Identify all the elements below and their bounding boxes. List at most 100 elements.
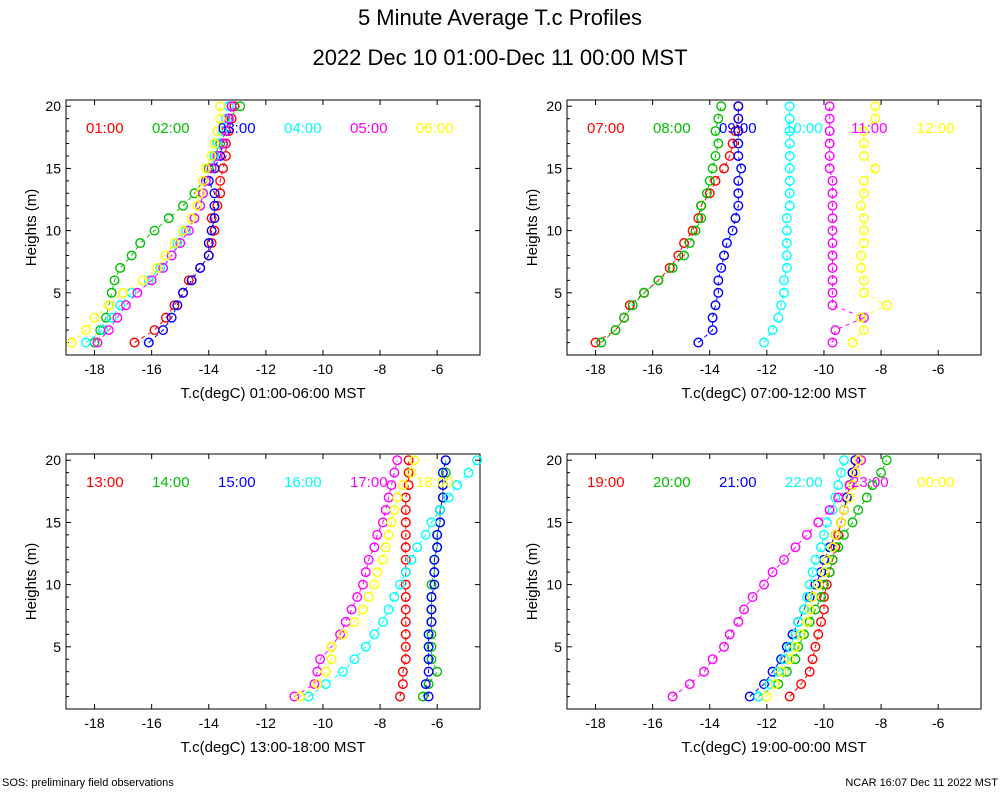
panel-2-series-1200-point <box>858 275 869 286</box>
panel-3-series-1800-point <box>409 455 420 466</box>
panel-3-series-1700-point <box>386 480 397 491</box>
panel-4-series-2200-point <box>810 554 821 565</box>
panel-4-series-2300-point <box>833 492 844 503</box>
panel-1-series-0100-point <box>160 312 171 323</box>
footer-timestamp: NCAR 16:07 Dec 11 2022 MST <box>845 777 998 789</box>
panel-4-series-2300-point <box>759 579 770 590</box>
panel-4-series-0000-point <box>847 480 858 491</box>
panel-3-series-1600-line <box>308 459 478 697</box>
panel-3-series-1400-point <box>440 467 451 478</box>
panel-2-series-0900-point <box>733 188 744 199</box>
panel-2-series-1000-point <box>784 113 795 124</box>
panel-4-series-0000-point <box>853 455 864 466</box>
panel-2-legend-0900: 09:00 <box>719 120 757 137</box>
panel-3-series-1300-point <box>400 492 411 503</box>
panel-1-series-0300-point <box>209 213 220 224</box>
panel-2-series-0700-point <box>719 163 730 174</box>
panel-3-series-1300-point <box>400 592 411 603</box>
panel-2-series-0800-point <box>713 113 724 124</box>
panel-4-y-tick-label: 15 <box>546 514 562 530</box>
panel-4-series-0000-point <box>770 679 781 690</box>
panel-1-series-0400-point <box>115 300 126 311</box>
panel-3-series-1800-point <box>389 504 400 515</box>
panel-2-series-0900-point <box>733 150 744 161</box>
panel-1-series-0200-point <box>135 238 146 249</box>
panel-2-series-1000-point <box>784 200 795 211</box>
panel-1-frame <box>65 99 481 356</box>
panel-3-series-1600-point <box>412 542 423 553</box>
panel-1-series-0500-point <box>212 150 223 161</box>
panel-3-series-1600-point <box>349 654 360 665</box>
panel-1-series-0400-point <box>209 150 220 161</box>
panel-3-series-1700-point <box>309 679 320 690</box>
panel-1-series-0600-point <box>169 238 180 249</box>
panel-3-series-1300-point <box>400 542 411 553</box>
panel-4-series-0000-point <box>801 616 812 627</box>
panel-3-series-1500-point <box>426 604 437 615</box>
panel-1-series-0500-point <box>120 300 131 311</box>
panel-2-series-0900-point <box>733 126 744 137</box>
panel-4-series-2200-point <box>773 666 784 677</box>
panel-4-series-0000-point <box>850 467 861 478</box>
panel-2-y-tick-label: 5 <box>554 285 562 301</box>
panel-1-series-0400-line <box>85 106 230 343</box>
panel-2-series-1100-point <box>827 238 838 249</box>
panel-2-series-1200-point <box>858 287 869 298</box>
panel-3-series-1700-point <box>340 616 351 627</box>
panel-2-frame <box>566 99 982 356</box>
panel-3-frame <box>65 453 481 710</box>
panel-2-legend-0800: 08:00 <box>653 120 691 137</box>
panel-1-y-axis-label: Heights (m) <box>23 189 40 267</box>
panel-4-x-tick-label: -12 <box>757 715 777 731</box>
panel-4-series-0000-point <box>784 654 795 665</box>
panel-3-x-tick-label: -6 <box>431 715 444 731</box>
panel-3-y-tick-label: 10 <box>45 577 61 593</box>
panel-2-series-1100-point <box>824 101 835 112</box>
panel-4-series-2000-point <box>847 517 858 528</box>
panel-4-series-2200-point <box>801 592 812 603</box>
panel-1-series-0500-point <box>189 213 200 224</box>
panel-4-series-2300-line <box>672 460 862 697</box>
panel-4-series-0000-point <box>813 579 824 590</box>
panel-4-series-2000-point <box>790 654 801 665</box>
panel-2-series-1100-point <box>824 163 835 174</box>
panel-2-legend-1000: 10:00 <box>785 120 823 137</box>
panel-1-series-0300-point <box>195 262 206 273</box>
panel-1-x-tick-label: -16 <box>142 361 162 377</box>
panel-3-series-1500-point <box>432 542 443 553</box>
panel-2-series-1000-point <box>784 163 795 174</box>
panel-4-x-tick-label: -10 <box>814 715 834 731</box>
panel-3-series-1600-point <box>400 567 411 578</box>
panel-2-series-1200-point <box>858 238 869 249</box>
panel-4-series-0000-point <box>776 666 787 677</box>
panel-2-series-1000-point <box>781 250 792 261</box>
panel-3-series-1500-point <box>437 480 448 491</box>
panel-2-series-0800-point <box>716 101 727 112</box>
panel-1-series-0100-point <box>183 275 194 286</box>
panel-2-series-1200-point <box>858 175 869 186</box>
panel-1-series-0600-point <box>118 287 129 298</box>
panel-4-series-0000-point <box>796 629 807 640</box>
panel-2-x-tick-label: -10 <box>814 361 834 377</box>
panel-1-series-0200-point <box>163 213 174 224</box>
panel-2-series-0700-point <box>664 262 675 273</box>
panel-1-series-0400-point <box>155 262 166 273</box>
panel-4-series-2300-point <box>733 616 744 627</box>
panel-2-series-0800-point <box>696 213 707 224</box>
panel-2-y-tick-label: 20 <box>546 98 562 114</box>
panel-1-legend-0300: 03:00 <box>218 120 256 137</box>
panel-2-series-1000-point <box>781 262 792 273</box>
panel-3-legend-1700: 17:00 <box>350 474 388 491</box>
panel-1-series-0500-point <box>226 101 237 112</box>
panel-3-x-tick-label: -18 <box>84 715 104 731</box>
panel-2-series-0700-point <box>679 238 690 249</box>
panel-1-x-tick-label: -8 <box>374 361 387 377</box>
chart-title: 5 Minute Average T.c Profiles <box>357 5 643 30</box>
panel-2-series-0900-point <box>713 275 724 286</box>
panel-3-legend-1400: 14:00 <box>152 474 190 491</box>
panel-1-y-tick-label: 15 <box>45 160 61 176</box>
panel-2-series-1100-point <box>827 250 838 261</box>
panel-4-series-2300-point <box>739 604 750 615</box>
panel-2-series-0900-point <box>730 213 741 224</box>
